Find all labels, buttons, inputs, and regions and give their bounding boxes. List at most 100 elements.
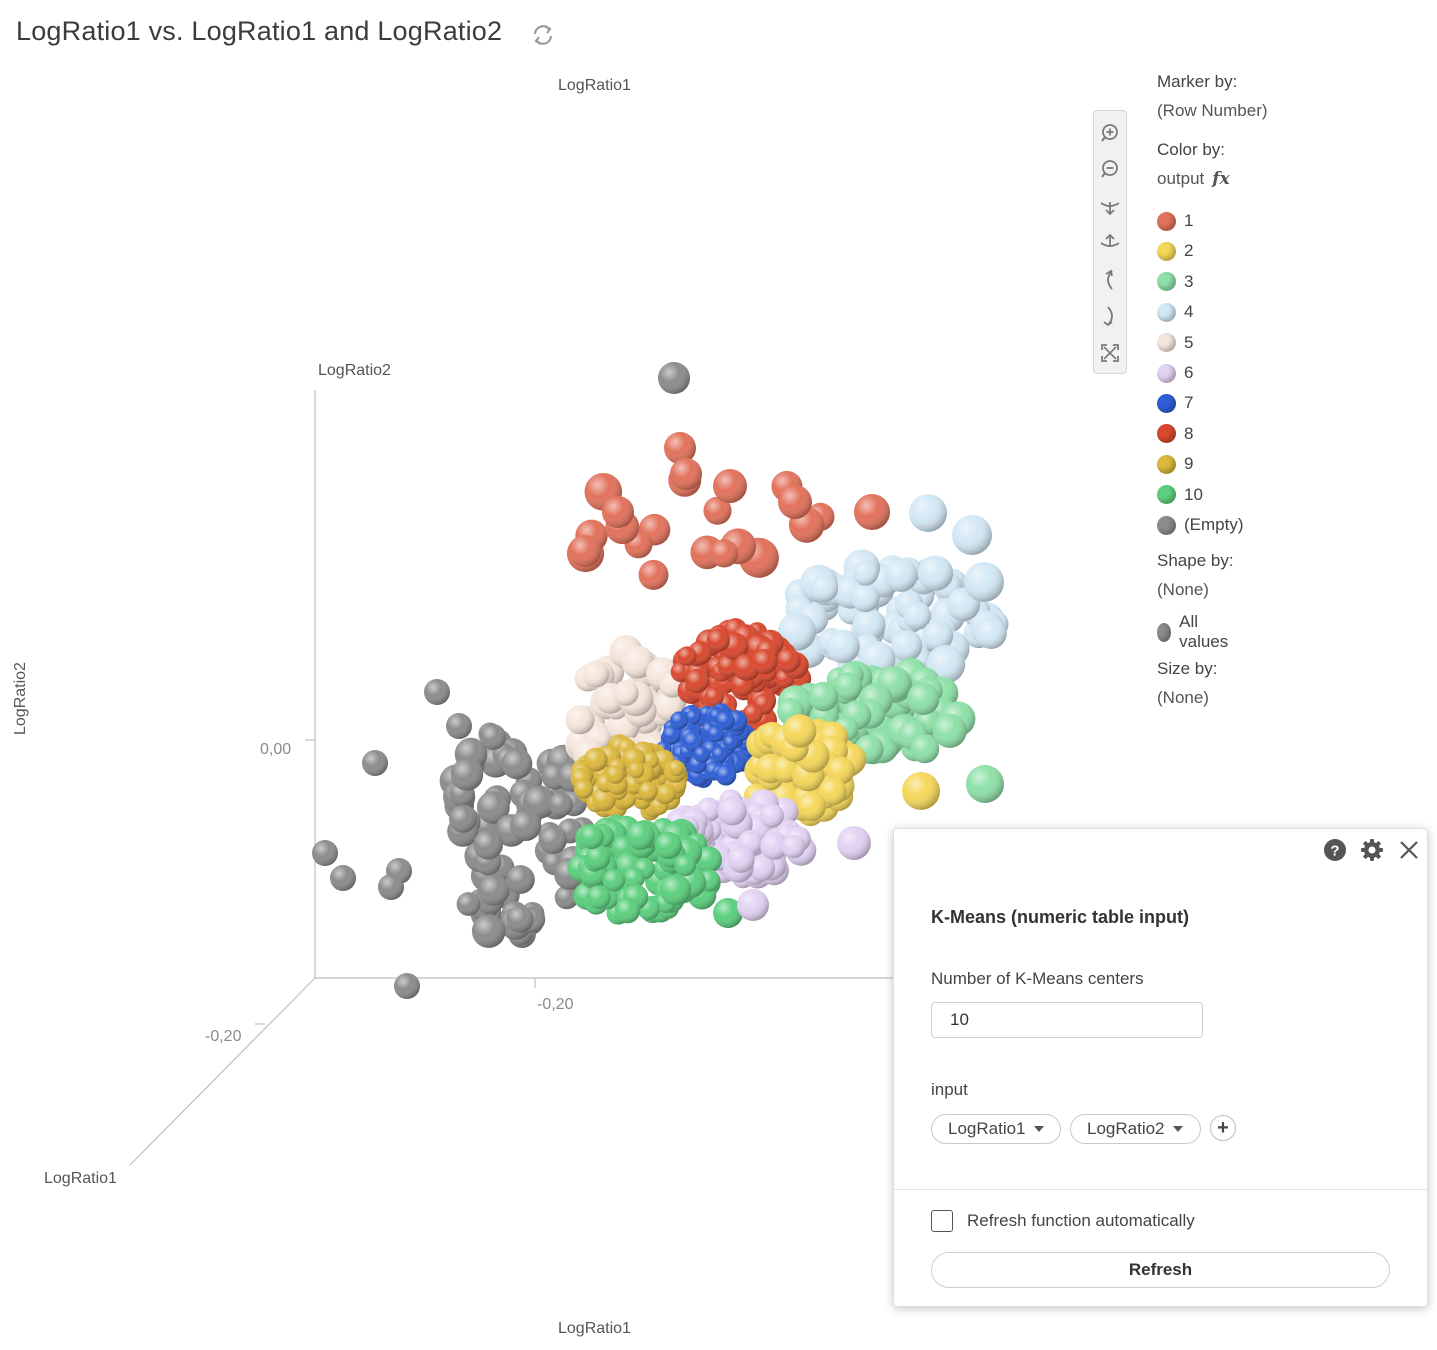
- close-icon[interactable]: [1396, 837, 1422, 863]
- data-point[interactable]: [476, 791, 510, 824]
- data-point[interactable]: [852, 559, 879, 586]
- data-point[interactable]: [903, 601, 932, 630]
- data-point[interactable]: [902, 772, 940, 810]
- data-point[interactable]: [602, 496, 634, 528]
- data-point[interactable]: [713, 469, 747, 503]
- data-point[interactable]: [424, 679, 450, 705]
- data-point[interactable]: [583, 747, 608, 772]
- data-point[interactable]: [703, 496, 732, 525]
- data-point[interactable]: [852, 608, 886, 642]
- legend-item[interactable]: 8: [1157, 423, 1193, 445]
- data-point[interactable]: [456, 892, 481, 916]
- data-point[interactable]: [818, 777, 847, 806]
- data-point[interactable]: [670, 458, 702, 490]
- data-point[interactable]: [834, 672, 863, 701]
- data-point[interactable]: [682, 731, 704, 752]
- color-by-value[interactable]: output fx: [1157, 169, 1230, 189]
- data-point[interactable]: [715, 711, 735, 731]
- legend-item[interactable]: 4: [1157, 301, 1193, 323]
- data-point[interactable]: [585, 845, 611, 870]
- legend-item[interactable]: 5: [1157, 332, 1193, 354]
- data-point[interactable]: [614, 897, 641, 924]
- data-point[interactable]: [713, 898, 743, 928]
- data-point[interactable]: [743, 703, 763, 724]
- data-point[interactable]: [449, 804, 477, 833]
- data-point[interactable]: [569, 535, 601, 567]
- data-point[interactable]: [781, 834, 806, 859]
- data-point[interactable]: [884, 558, 918, 592]
- data-point[interactable]: [586, 885, 611, 910]
- data-point[interactable]: [662, 725, 681, 745]
- refresh-icon[interactable]: [530, 22, 556, 48]
- data-point[interactable]: [778, 485, 812, 519]
- data-point[interactable]: [670, 711, 688, 730]
- data-point[interactable]: [890, 629, 923, 662]
- rotate-up-icon[interactable]: [1098, 231, 1122, 255]
- add-column-button[interactable]: +: [1210, 1115, 1236, 1141]
- help-icon[interactable]: ?: [1322, 837, 1348, 863]
- data-point[interactable]: [613, 680, 639, 706]
- data-point[interactable]: [715, 764, 737, 786]
- data-point[interactable]: [677, 646, 697, 666]
- data-point[interactable]: [674, 854, 696, 877]
- column-select-logratio1[interactable]: LogRatio1: [931, 1114, 1061, 1144]
- data-point[interactable]: [628, 761, 645, 779]
- data-point[interactable]: [917, 555, 954, 591]
- data-point[interactable]: [501, 748, 533, 780]
- legend-item[interactable]: 6: [1157, 362, 1193, 384]
- data-point[interactable]: [473, 829, 503, 860]
- rotate-right-icon[interactable]: [1098, 304, 1122, 328]
- data-point[interactable]: [471, 914, 506, 948]
- data-point[interactable]: [626, 821, 655, 850]
- size-by-value[interactable]: (None): [1157, 688, 1209, 707]
- data-point[interactable]: [850, 583, 880, 613]
- data-point[interactable]: [710, 539, 739, 568]
- data-point[interactable]: [854, 494, 890, 530]
- data-point[interactable]: [685, 668, 710, 694]
- data-point[interactable]: [378, 874, 404, 900]
- data-point[interactable]: [450, 758, 484, 791]
- data-point[interactable]: [480, 724, 506, 750]
- data-point[interactable]: [506, 905, 534, 933]
- data-point[interactable]: [837, 826, 871, 860]
- centers-input[interactable]: [931, 1002, 1203, 1038]
- data-point[interactable]: [796, 791, 826, 822]
- data-point[interactable]: [922, 620, 954, 651]
- data-point[interactable]: [506, 865, 535, 894]
- data-point[interactable]: [658, 362, 690, 394]
- zoom-out-icon[interactable]: [1098, 157, 1122, 181]
- data-point[interactable]: [602, 869, 625, 892]
- data-point[interactable]: [783, 714, 817, 748]
- data-point[interactable]: [582, 660, 610, 688]
- data-point[interactable]: [554, 885, 579, 910]
- data-point[interactable]: [693, 746, 710, 763]
- data-point[interactable]: [394, 973, 420, 999]
- auto-refresh-checkbox[interactable]: [931, 1210, 953, 1232]
- data-point[interactable]: [574, 779, 594, 799]
- data-point[interactable]: [776, 648, 801, 673]
- gear-icon[interactable]: [1359, 837, 1385, 863]
- marker-by-value[interactable]: (Row Number): [1157, 101, 1268, 120]
- data-point[interactable]: [362, 750, 388, 776]
- data-point[interactable]: [638, 781, 658, 801]
- refresh-button[interactable]: Refresh: [931, 1252, 1390, 1288]
- data-point[interactable]: [975, 617, 1007, 649]
- data-point[interactable]: [446, 713, 472, 739]
- data-point[interactable]: [478, 874, 510, 906]
- rotate-left-icon[interactable]: [1098, 268, 1122, 292]
- data-point[interactable]: [759, 803, 784, 828]
- rotate-down-icon[interactable]: [1098, 194, 1122, 218]
- data-point[interactable]: [523, 785, 557, 819]
- data-point[interactable]: [654, 831, 683, 860]
- data-point[interactable]: [312, 840, 338, 866]
- legend-item[interactable]: 1: [1157, 210, 1193, 232]
- legend-item[interactable]: 10: [1157, 484, 1203, 506]
- data-point[interactable]: [623, 867, 645, 889]
- data-point[interactable]: [706, 628, 730, 652]
- data-point[interactable]: [565, 705, 595, 735]
- data-point[interactable]: [330, 865, 356, 891]
- data-point[interactable]: [810, 574, 839, 603]
- data-point[interactable]: [952, 515, 992, 555]
- data-point[interactable]: [717, 796, 747, 826]
